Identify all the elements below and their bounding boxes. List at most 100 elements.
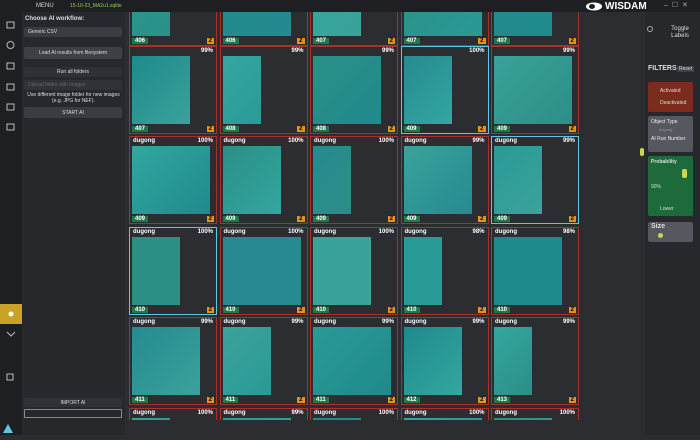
scrollbar[interactable]	[640, 148, 644, 156]
card-prob: 100%	[469, 48, 485, 54]
card-count: 2	[206, 307, 214, 313]
card-id: 409	[222, 216, 239, 222]
image-card[interactable]: 100% 409 2	[400, 46, 489, 134]
card-prob: 99%	[291, 319, 304, 325]
card-prob: 99%	[200, 319, 213, 325]
hint: Use different image folder for new image…	[27, 92, 120, 104]
image-card[interactable]: 99% 408 2	[310, 46, 398, 134]
image-card[interactable]: dugong 100%	[310, 408, 398, 420]
image-card[interactable]: 407 2	[310, 12, 398, 46]
run-all[interactable]: Run all folders	[24, 67, 122, 77]
image-card[interactable]: dugong 99% 411 2	[129, 317, 217, 405]
image-card[interactable]: dugong 98% 410 2	[400, 227, 489, 315]
card-count: 2	[297, 126, 305, 132]
import-input[interactable]	[24, 409, 122, 418]
image-card[interactable]: dugong 99% 409 2	[491, 136, 579, 224]
card-label: dugong	[314, 319, 336, 325]
card-prob: 100%	[378, 138, 394, 144]
thumbnail	[403, 146, 472, 214]
reset[interactable]: Reset	[677, 66, 695, 72]
card-count: 2	[387, 126, 395, 132]
card-prob: 100%	[197, 410, 213, 416]
import-button[interactable]: IMPORT AI	[24, 398, 122, 407]
image-card[interactable]: dugong 100% 409 2	[310, 136, 398, 224]
window-controls[interactable]: – ☐ ✕	[664, 2, 688, 9]
image-card[interactable]: 99% 409 2	[491, 46, 579, 134]
card-id: 410	[222, 307, 239, 313]
toggle-labels[interactable]: Toggle Labels	[671, 26, 689, 39]
card-id: 411	[222, 397, 239, 403]
thumbnail	[132, 12, 170, 36]
image-card[interactable]: 99% 407 2	[129, 46, 217, 134]
workflow-select[interactable]: Generic CSV	[24, 27, 122, 37]
card-label: dugong	[133, 410, 155, 416]
image-card[interactable]: dugong 99% 411 2	[310, 317, 398, 405]
size-slider[interactable]	[658, 233, 663, 238]
card-label: dugong	[133, 319, 155, 325]
card-label: dugong	[223, 229, 246, 235]
card-prob: 99%	[472, 138, 485, 144]
start-button[interactable]: START AI	[24, 107, 122, 118]
image-card[interactable]: dugong 99% 412 2	[400, 317, 489, 405]
folder-input[interactable]: Upload folder with images	[24, 80, 122, 90]
image-card[interactable]: 99% 408 2	[219, 46, 308, 134]
card-prob: 100%	[197, 138, 213, 144]
card-label: dugong	[495, 319, 517, 325]
object-value[interactable]: dugong	[659, 127, 673, 132]
thumbnail	[313, 56, 381, 124]
icon-bar	[0, 12, 22, 435]
card-label: dugong	[495, 410, 517, 416]
filters: FILTERS	[648, 65, 677, 72]
toggle[interactable]	[647, 26, 653, 32]
image-card[interactable]: dugong 100%	[129, 408, 217, 420]
thumbnail	[132, 56, 190, 124]
image-card[interactable]: dugong 100% 410 2	[129, 227, 217, 315]
thumbnail	[403, 56, 452, 124]
card-label: dugong	[314, 410, 336, 416]
heading: Choose AI workflow:	[25, 16, 85, 22]
thumbnail	[403, 12, 482, 36]
image-card[interactable]: dugong 100% 410 2	[219, 227, 308, 315]
card-count: 2	[568, 126, 576, 132]
thumbnail	[222, 418, 291, 420]
image-card[interactable]: 406 2	[129, 12, 217, 46]
card-prob: 99%	[200, 48, 213, 54]
card-label: dugong	[223, 410, 246, 416]
image-card[interactable]: dugong 100%	[491, 408, 579, 420]
card-prob: 99%	[472, 319, 485, 325]
image-card[interactable]: dugong 99% 411 2	[219, 317, 308, 405]
image-card[interactable]: dugong 100% 409 2	[129, 136, 217, 224]
image-card[interactable]: dugong 100% 409 2	[219, 136, 308, 224]
load-button[interactable]: Load AI results from filesystem	[24, 47, 122, 59]
image-card[interactable]: dugong 100% 410 2	[310, 227, 398, 315]
image-grid: 406 2 406 2 407 2 407 2 407 2 99% 407 2 99% 408 2 99% 408…	[126, 12, 586, 420]
menu[interactable]: MENU	[36, 3, 54, 9]
slider[interactable]	[682, 169, 687, 178]
card-prob: 99%	[291, 48, 304, 54]
image-card[interactable]: dugong 100%	[400, 408, 489, 420]
image-card[interactable]: 407 2	[400, 12, 489, 46]
lower[interactable]: Lower	[660, 206, 674, 212]
card-id: 408	[313, 126, 330, 132]
image-card[interactable]: dugong 99% 409 2	[400, 136, 489, 224]
card-prob: 99%	[291, 410, 304, 416]
card-label: dugong	[495, 138, 517, 144]
card-prob: 99%	[381, 319, 394, 325]
card-count: 2	[568, 216, 576, 222]
card-label: dugong	[404, 319, 427, 325]
image-card[interactable]: dugong 99%	[219, 408, 308, 420]
image-card[interactable]: 407 2	[491, 12, 579, 46]
card-id: 407	[494, 38, 511, 44]
card-id: 407	[313, 38, 330, 44]
image-card[interactable]: 406 2	[219, 12, 308, 46]
probability-filter: Probability 90% Lower	[648, 156, 693, 216]
card-prob: 100%	[378, 229, 394, 235]
thumbnail	[403, 237, 442, 305]
image-card[interactable]: dugong 99% 413 2	[491, 317, 579, 405]
image-card[interactable]: dugong 98% 410 2	[491, 227, 579, 315]
card-label: dugong	[314, 229, 336, 235]
activated[interactable]: Activated	[660, 88, 681, 94]
deactivated[interactable]: Deactivated	[660, 100, 687, 106]
size: Size	[651, 223, 666, 230]
